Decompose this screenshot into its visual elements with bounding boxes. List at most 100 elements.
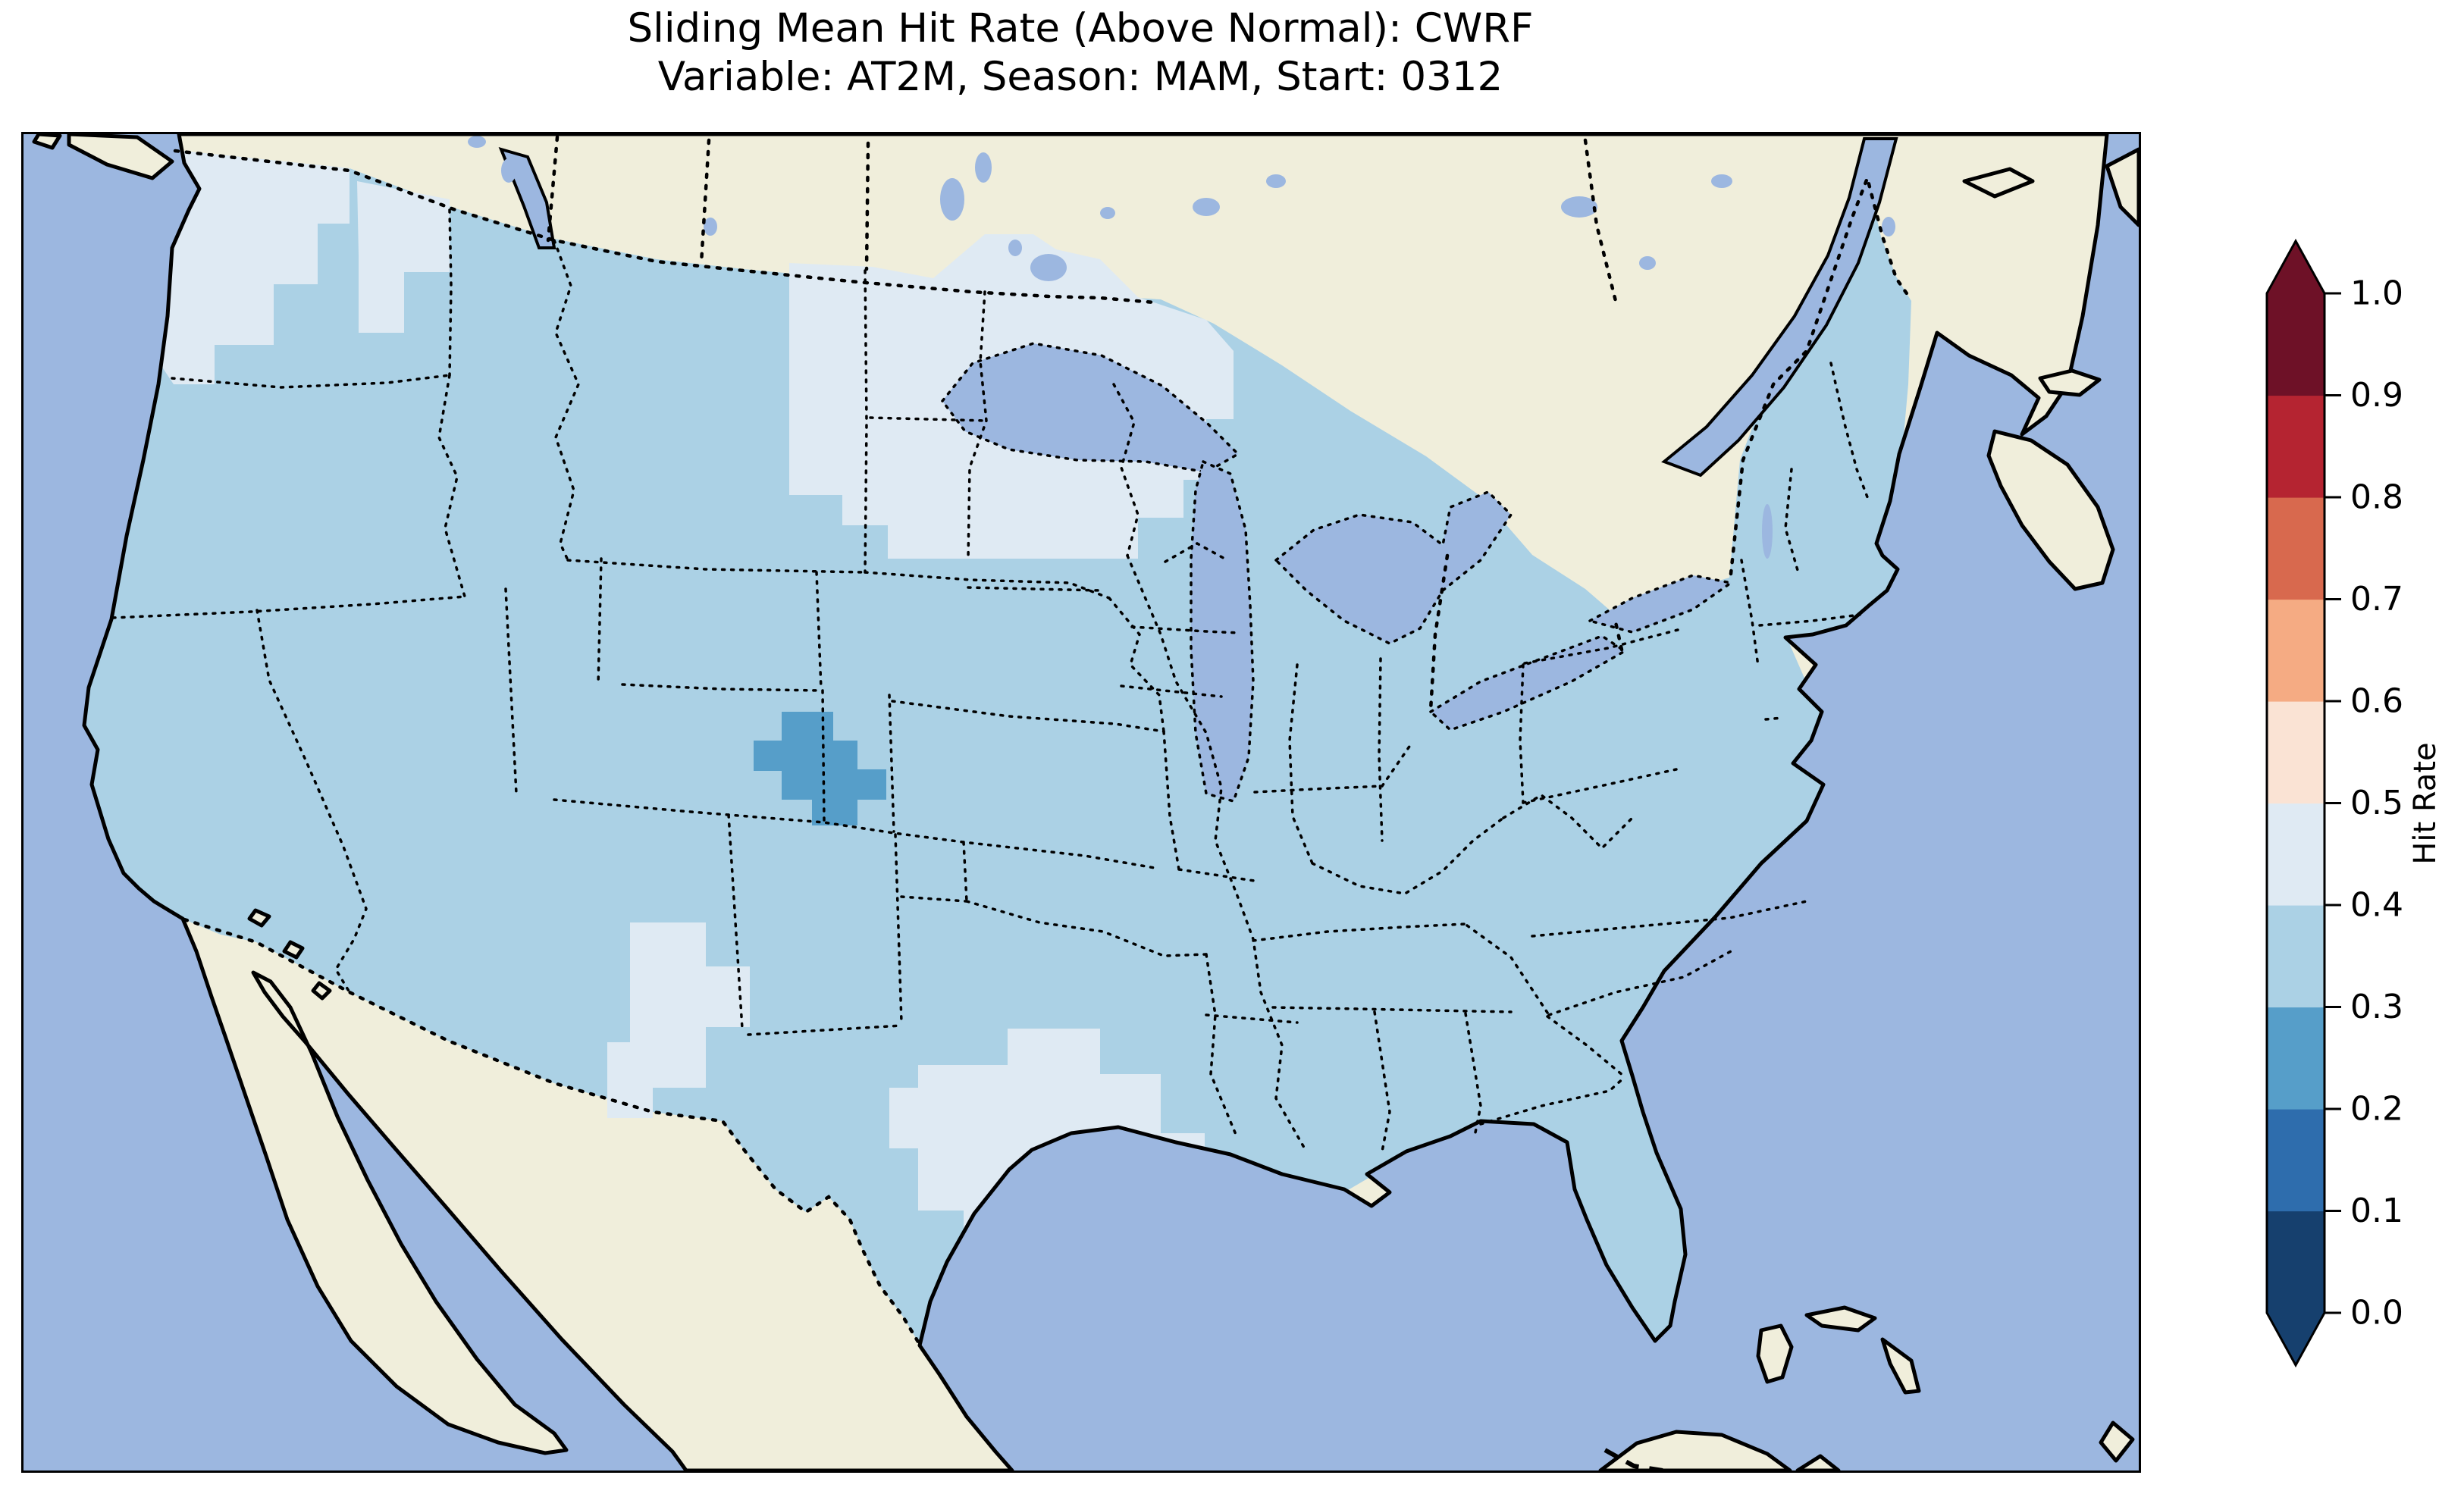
small-lake-0: [501, 158, 516, 183]
state-border-23: [965, 900, 1208, 957]
colorbar-bin-0.3-0.4: [2267, 905, 2324, 1008]
small-lake-7: [1193, 198, 1220, 216]
state-border-18: [727, 813, 744, 1030]
state-border-7: [869, 416, 988, 422]
andros-island-island: [1756, 1323, 1794, 1384]
data-region-colorado: [754, 712, 886, 825]
state-border-38: [1252, 922, 1467, 942]
conus-hit-rate-map: [24, 134, 2139, 1471]
state-border-47: [1531, 900, 1808, 938]
state-border-34: [1130, 625, 1241, 634]
colorbar-bin-0.8-0.9: [2267, 395, 2324, 498]
state-border-22: [900, 895, 968, 903]
colorbar-tick-label: 0.2: [2350, 1090, 2403, 1129]
state-border-33: [1120, 684, 1223, 698]
state-border-2: [448, 208, 453, 377]
newfoundland-corner-island: [2105, 147, 2139, 227]
small-lake-8: [1266, 174, 1286, 188]
state-border-4: [553, 239, 580, 562]
anticosti-island-island: [1962, 167, 2035, 199]
state-border-13: [821, 689, 826, 822]
small-lake-2: [704, 218, 717, 236]
state-border-15: [553, 798, 1156, 869]
colorbar-axis-label: Hit Rate: [2408, 742, 2443, 864]
national-border-0: [173, 149, 1157, 305]
national-border-1: [1428, 553, 1450, 713]
state-border-57: [1466, 924, 1550, 1016]
data-region-idaho: [357, 181, 450, 333]
colorbar-bin-0.6-0.7: [2267, 599, 2324, 702]
lake-erie: [1428, 634, 1628, 731]
state-border-3: [437, 374, 466, 598]
colorbar-tick-label: 0.0: [2350, 1294, 2403, 1333]
chart-title: Sliding Mean Hit Rate (Above Normal): CW…: [23, 5, 2138, 101]
state-border-19: [894, 833, 903, 1024]
colorbar-tick-label: 1.0: [2350, 274, 2403, 313]
colorbar: 0.0 0.1 0.2 0.3 0.4 0.5 0.6 0.7 0.8 0.9 1.0 Hit Rat…: [2237, 227, 2464, 1410]
state-border-36: [1378, 657, 1384, 842]
colorbar-tick-label: 0.4: [2350, 886, 2403, 925]
colorbar-tick-label: 0.7: [2350, 580, 2403, 619]
small-lake-5: [1030, 254, 1067, 281]
state-border-37: [1311, 816, 1505, 895]
nova-scotia-island: [1986, 429, 2115, 591]
prince-edward-island-island: [2038, 368, 2102, 397]
colorbar-tick-label: 0.6: [2350, 682, 2403, 721]
channel-island-2-island: [282, 940, 305, 960]
small-lake-1: [468, 136, 486, 148]
state-border-29: [1205, 953, 1238, 1138]
colorbar-bin-0.1-0.2: [2267, 1109, 2324, 1212]
state-border-30: [967, 586, 1102, 592]
st-lawrence-river: [1661, 137, 1898, 478]
small-lake-9: [1561, 196, 1597, 218]
map-axes: [21, 132, 2141, 1473]
data-region-utnm: [607, 922, 750, 1118]
lake-huron: [1274, 490, 1513, 645]
colorbar-extend-below: [2267, 1313, 2324, 1365]
grand-bahama-island: [1804, 1305, 1877, 1333]
small-lake-10: [1639, 256, 1656, 270]
vancouver-island-island: [67, 134, 174, 180]
state-border-41: [1464, 1012, 1482, 1138]
state-border-11: [621, 683, 823, 692]
colorbar-bin-0.5-0.6: [2267, 701, 2324, 804]
colorbar-bin-0.9-1.0: [2267, 293, 2324, 396]
state-border-52: [1829, 362, 1870, 503]
state-border-45: [1522, 768, 1678, 804]
small-lake-4: [975, 152, 992, 183]
national-border-6: [699, 138, 711, 265]
state-border-26: [1162, 730, 1180, 871]
coastline: [82, 134, 2109, 1471]
florida-keys: [1603, 1448, 1663, 1471]
small-lake-14: [1762, 504, 1773, 559]
colorbar-svg: 0.0 0.1 0.2 0.3 0.4 0.5 0.6 0.7 0.8 0.9 1.0 Hit Rat…: [2265, 238, 2443, 1368]
state-border-53: [1758, 613, 1861, 627]
chart-title-line2: Variable: AT2M, Season: MAM, Start: 0312: [657, 53, 1503, 100]
state-border-21: [962, 841, 968, 903]
national-border-8: [1583, 138, 1618, 303]
state-border-5: [566, 559, 867, 574]
small-lake-3: [940, 178, 964, 221]
state-border-49: [1546, 1015, 1625, 1077]
state-border-46: [1502, 793, 1634, 850]
state-border-39: [1271, 1006, 1513, 1013]
state-border-54: [1253, 741, 1414, 794]
colorbar-extend-above: [2267, 241, 2324, 293]
cuba-island: [1598, 1430, 1792, 1471]
channel-island-3-island: [311, 981, 332, 1001]
colorbar-tick-label: 0.1: [2350, 1192, 2403, 1230]
lake-ontario: [1586, 574, 1735, 634]
small-lake-6: [1008, 240, 1022, 256]
state-border-28: [1205, 1013, 1299, 1024]
small-lake-13: [1100, 207, 1115, 219]
state-border-43: [1523, 628, 1679, 665]
state-border-55: [1164, 541, 1229, 563]
state-border-35: [1288, 663, 1314, 865]
state-border-16: [504, 587, 518, 795]
state-border-50: [1740, 559, 1760, 668]
state-border-17: [255, 609, 368, 994]
state-border-12: [597, 557, 603, 686]
state-border-48: [1547, 950, 1732, 1016]
colorbar-tick-label: 0.5: [2350, 784, 2403, 822]
